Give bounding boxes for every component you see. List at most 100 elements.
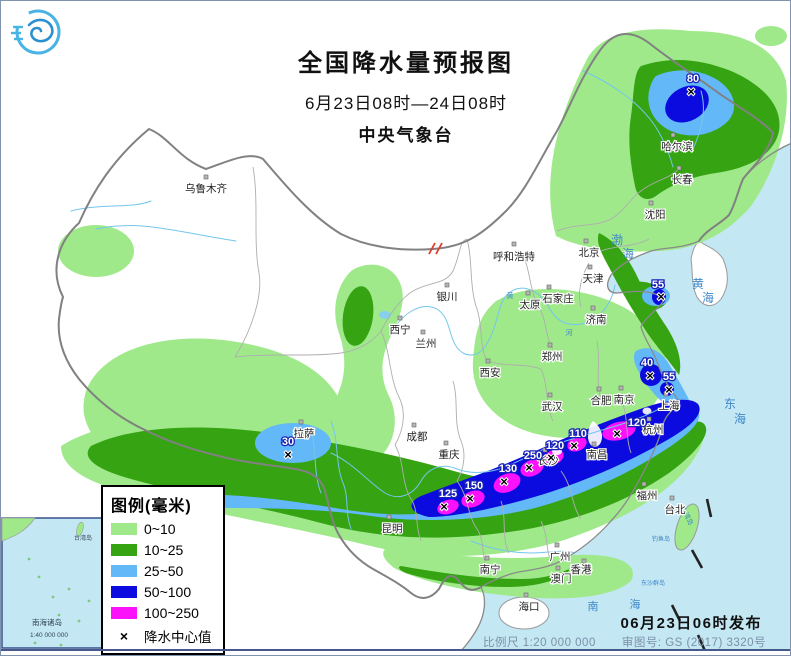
city-dot: [485, 358, 491, 364]
city-label: 拉萨: [294, 427, 315, 440]
inset-frame: [1, 517, 111, 649]
legend-title: 图例(毫米): [111, 498, 192, 515]
city-label: 呼和浩特: [493, 251, 535, 263]
legend-item: 0~10: [111, 521, 215, 537]
legend-item: 10~25: [111, 542, 215, 558]
city-dot: [648, 200, 654, 206]
nu-river: [310, 430, 322, 494]
city-dot: [641, 481, 647, 487]
rain-center-value: 150: [465, 480, 483, 492]
city-dot: [443, 440, 449, 446]
center-marker-symbol: ×: [119, 628, 129, 644]
city-dot: [581, 558, 587, 564]
lakes-layer: [379, 311, 652, 455]
city-label: 南昌: [587, 448, 608, 461]
legend-item: 50~100: [111, 584, 215, 600]
legend-swatch-10-25: [111, 544, 137, 556]
city-dot: [298, 419, 304, 425]
city-label: 长沙: [538, 455, 559, 467]
legend-swatch-100-250: [111, 607, 137, 619]
rain-zone-gansu-green: [342, 286, 374, 346]
taihu-lake: [642, 407, 652, 415]
city-label: 重庆: [439, 448, 460, 461]
city-dot: [554, 542, 560, 548]
xinjiang-river: [70, 200, 152, 212]
legend-label: 100~250: [144, 605, 199, 621]
korea-peninsula: [690, 240, 728, 306]
city-dot: [420, 329, 426, 335]
sea-boundary-dash: [696, 634, 706, 649]
rain-zone-main-band-green: [87, 421, 707, 538]
rain-center-marker-icon: ×: [500, 474, 508, 489]
city-label: 成都: [407, 431, 428, 443]
rain-zone-xinjiang: [58, 225, 134, 277]
inset-text-label: 南海诸岛: [32, 617, 62, 627]
rain-center-value: 30: [282, 436, 294, 448]
map-frame-line: [1, 649, 790, 651]
rain-max-3: [493, 473, 521, 493]
rain-core-jiangsu: [640, 364, 662, 386]
city-label: 福州: [637, 489, 658, 502]
city-label: 郑州: [542, 350, 563, 363]
rain-zone-ne-corner: [755, 26, 787, 46]
rain-center-marker-icon: ×: [570, 438, 578, 453]
city-label: 昆明: [382, 523, 403, 535]
qinghai-lake: [379, 311, 391, 319]
city-dot: [444, 282, 450, 288]
city-dot: [411, 422, 417, 428]
rain-zone-south-coast: [383, 546, 633, 599]
sea-boundary-dash: [670, 604, 682, 622]
rain-core-ne: [665, 85, 709, 123]
geo-text-label: 东: [724, 397, 736, 411]
rain-max-6: [567, 436, 587, 452]
yangtze-river: [330, 402, 670, 497]
city-label: 北京: [579, 246, 600, 259]
cma-logo-icon: [11, 9, 61, 55]
legend-label: 25~50: [144, 563, 184, 579]
city-label: 乌鲁木齐: [185, 182, 227, 195]
rain-center-marker-icon: ×: [646, 368, 654, 383]
sea-boundary-dash: [690, 549, 704, 569]
rain-center-value: 40: [641, 357, 653, 369]
poyang-lake: [588, 421, 603, 447]
legend-label: 10~25: [144, 542, 184, 558]
city-label: 澳门: [551, 572, 572, 585]
rain-center-marker-icon: ×: [687, 84, 695, 99]
sea-boundary-dash: [705, 498, 713, 518]
rain-center-marker-icon: ×: [440, 499, 448, 514]
rain-center-value: 55: [663, 371, 675, 383]
rain-zone-shanghai-lblue: [634, 348, 692, 410]
city-label: 合肥: [591, 394, 612, 407]
legend-swatch-0-10: [111, 523, 137, 535]
city-label: 石家庄: [542, 292, 574, 305]
boundary-dashes: [670, 498, 713, 649]
rain-max-1: [437, 499, 459, 515]
city-dot: [484, 555, 490, 561]
city-dot: [596, 386, 602, 392]
city-label: 台北: [665, 503, 686, 516]
city-dot: [546, 284, 552, 290]
city-dot: [547, 342, 553, 348]
ussuri-river: [692, 90, 704, 150]
inset-islands: [27, 557, 91, 647]
city-label: 西安: [480, 366, 501, 379]
city-label: 沈阳: [645, 208, 666, 221]
inset-taiwan: [76, 521, 84, 537]
rain-center-value: 80: [687, 73, 699, 85]
tarim-river: [95, 225, 237, 242]
rain-center-value: 110: [569, 428, 587, 440]
rain-center-marker-icon: ×: [525, 460, 533, 475]
rain-core-shanghai: [660, 382, 674, 396]
city-dot: [670, 132, 676, 138]
city-dot: [386, 514, 392, 520]
taiwan-island: [674, 503, 700, 551]
inset-text-label: 台湾岛: [74, 534, 92, 542]
rain-max-4: [520, 459, 544, 477]
rain-center-value: 120: [546, 440, 564, 452]
city-label: 武汉: [542, 400, 563, 413]
rain-center-marker-icon: ×: [547, 450, 555, 465]
lancang-river: [330, 420, 352, 530]
rivers-layer: [70, 70, 704, 554]
geo-text-label: 海: [622, 246, 634, 261]
